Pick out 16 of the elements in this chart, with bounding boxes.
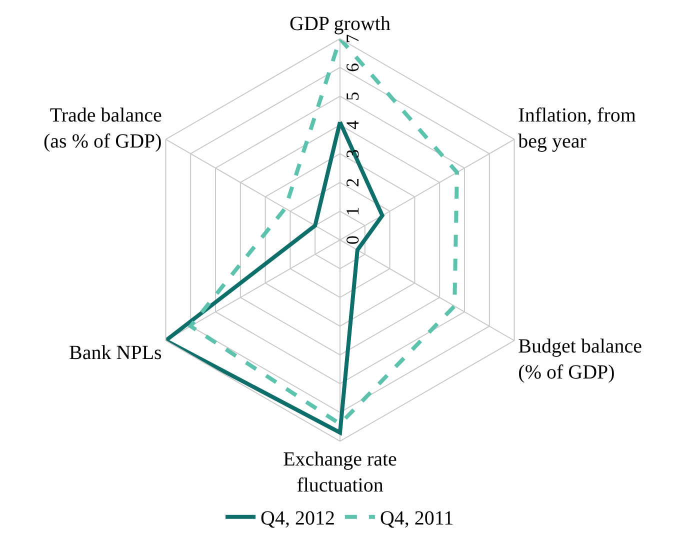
legend-label: Q4, 2011 [380,508,454,530]
legend-label: Q4, 2012 [260,508,335,530]
y-tick-label: 5 [342,92,362,101]
spoke-label: Trade balance (as % of GDP) [44,104,162,153]
spoke-label: Bank NPLs [69,342,162,364]
y-tick-label: 4 [342,120,362,130]
y-tick-label: 0 [342,235,362,244]
y-tick-label: 1 [342,206,362,216]
spoke-label: Inflation, from beg year [518,104,636,153]
y-tick-label: 6 [342,62,362,72]
y-tick-label: 7 [342,34,362,44]
spoke-label: GDP growth [290,13,390,36]
y-tick-label: 3 [342,149,362,158]
spoke-label: Exchange rate fluctuation [283,448,398,497]
spoke-label: Budget balance (% of GDP) [518,335,642,384]
y-tick-label: 2 [342,178,362,187]
